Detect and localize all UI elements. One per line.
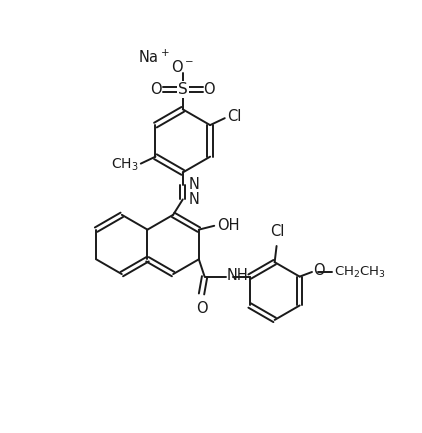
Text: Na$^+$: Na$^+$ <box>138 49 170 66</box>
Text: N: N <box>188 177 199 192</box>
Text: CH$_3$: CH$_3$ <box>111 157 139 173</box>
Text: O: O <box>150 82 162 97</box>
Text: O: O <box>314 263 325 278</box>
Text: N: N <box>188 192 199 207</box>
Text: S: S <box>178 82 188 97</box>
Text: Cl: Cl <box>271 224 285 239</box>
Text: O: O <box>196 301 207 316</box>
Text: NH: NH <box>227 268 249 283</box>
Text: O$^-$: O$^-$ <box>171 59 195 75</box>
Text: O: O <box>203 82 215 97</box>
Text: OH: OH <box>217 218 239 233</box>
Text: CH$_2$CH$_3$: CH$_2$CH$_3$ <box>333 265 386 280</box>
Text: Cl: Cl <box>227 109 241 124</box>
